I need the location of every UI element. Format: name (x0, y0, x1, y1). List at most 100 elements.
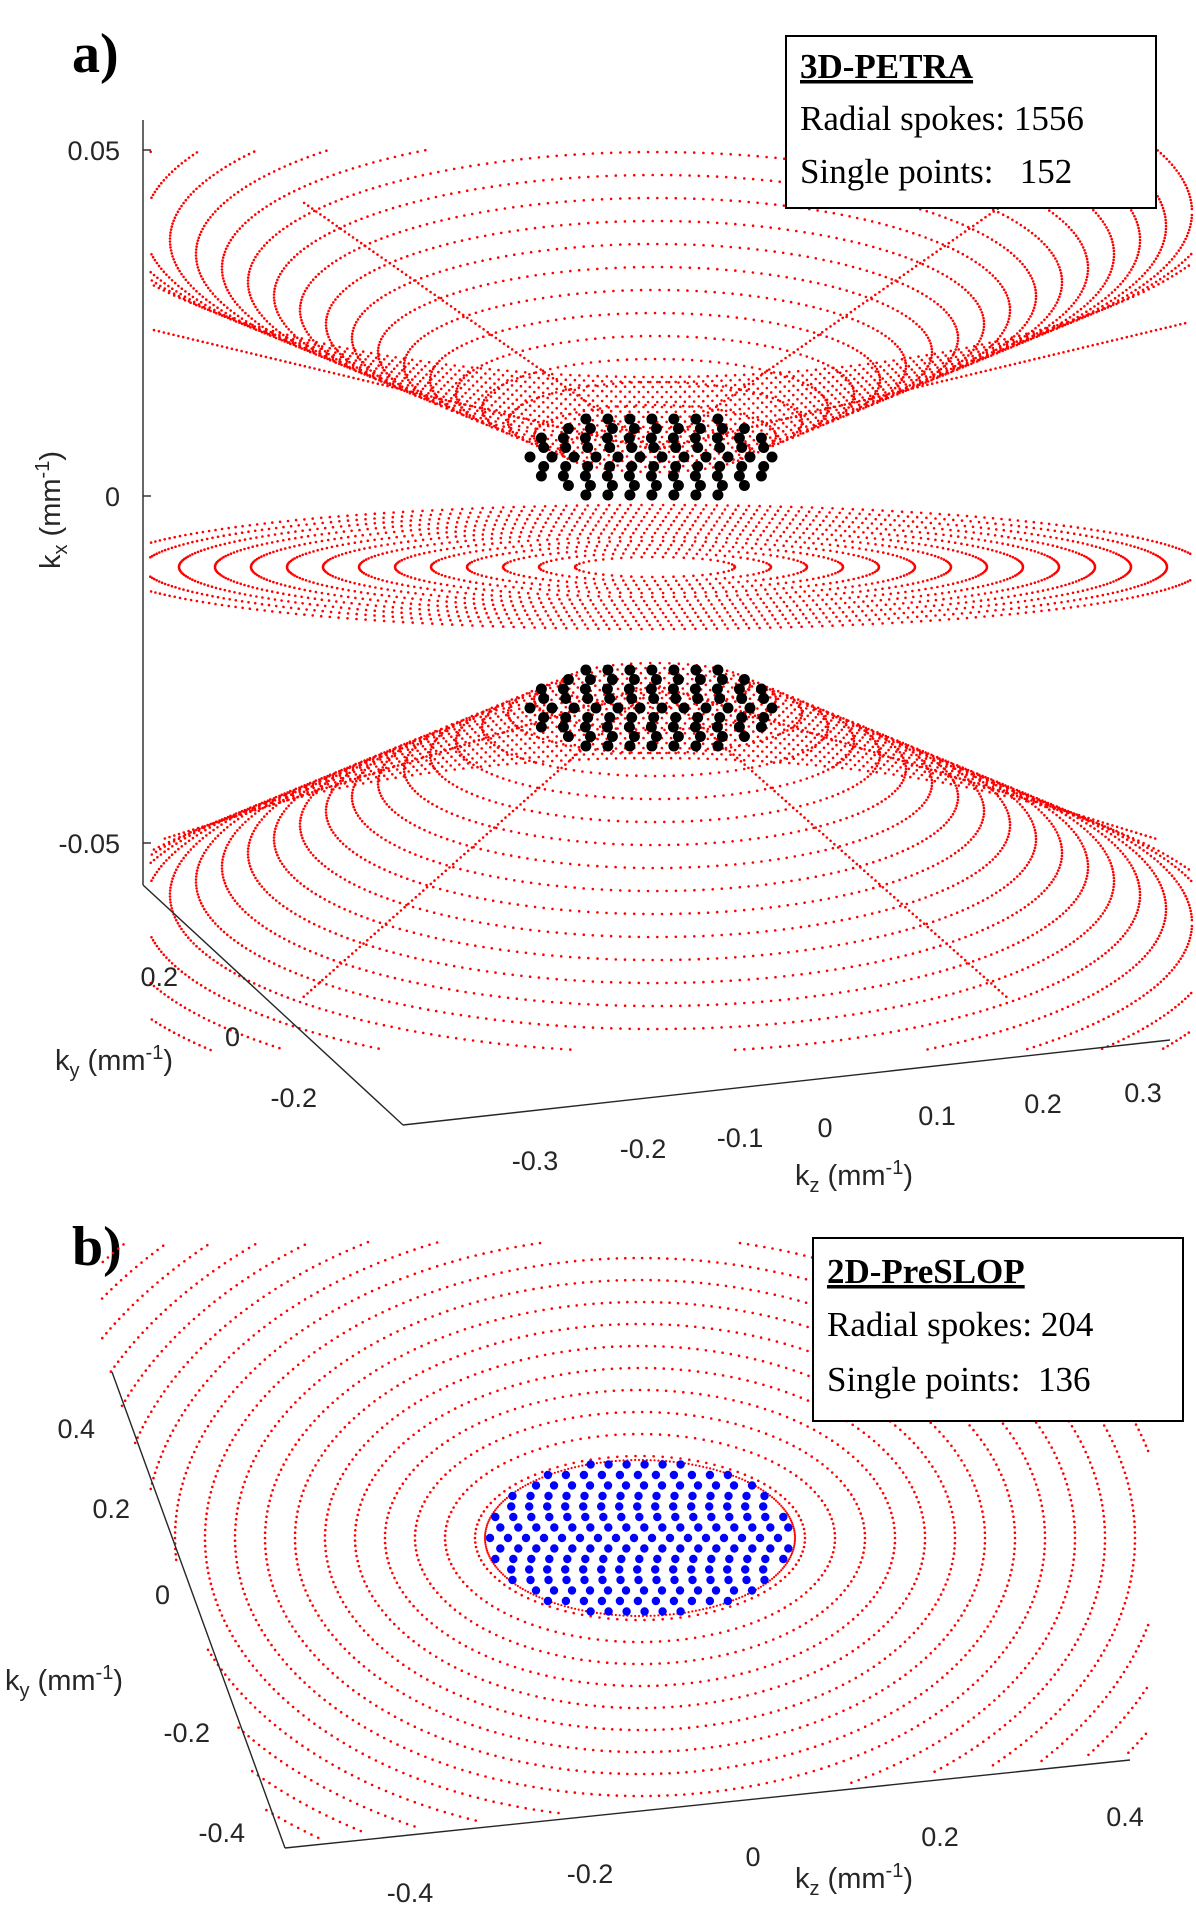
spoke-point (683, 380, 687, 384)
spoke-point (456, 720, 459, 724)
spoke-point (679, 395, 682, 399)
spoke-point (413, 342, 417, 346)
spoke-point (812, 826, 815, 830)
spoke-point (756, 201, 759, 205)
spoke-point (222, 280, 226, 283)
spoke-point (892, 251, 895, 255)
spoke-point (416, 792, 420, 796)
spoke-point (521, 421, 524, 424)
spoke-point (424, 148, 427, 152)
spoke-point (621, 449, 624, 453)
spoke-point (591, 887, 595, 891)
spoke-point (769, 391, 773, 394)
spoke-point (935, 240, 939, 244)
spoke-point (960, 846, 964, 850)
spoke-point (982, 319, 986, 323)
spoke-point (610, 380, 613, 383)
spoke-point (826, 728, 829, 731)
spoke-point (459, 723, 462, 727)
spoke-point (440, 400, 444, 404)
spoke-point (851, 346, 855, 350)
spoke-point (299, 339, 302, 343)
spoke-point (596, 384, 599, 388)
spoke-point (725, 910, 728, 913)
spoke-point (985, 353, 989, 356)
spoke-point (508, 353, 511, 356)
spoke-point (434, 298, 437, 302)
spoke-point (781, 833, 785, 836)
spoke-point (340, 197, 343, 201)
spoke-point (570, 694, 574, 697)
spoke-point (175, 213, 178, 217)
spoke-point (385, 183, 388, 186)
spoke-point (351, 366, 355, 369)
spoke-point (857, 728, 861, 732)
spoke-point (327, 264, 330, 268)
spoke-point (819, 708, 822, 711)
spoke-point (446, 242, 449, 246)
spoke-point (847, 753, 850, 756)
spoke-point (747, 790, 751, 794)
spoke-point (341, 842, 345, 846)
spoke-point (632, 265, 636, 269)
spoke-point (810, 746, 814, 749)
spoke-point (294, 344, 298, 348)
spoke-point (372, 301, 376, 305)
spoke-point (795, 410, 799, 414)
spoke-point (637, 242, 641, 246)
spoke-point (581, 362, 584, 365)
spoke-point (400, 369, 404, 372)
spoke-point (300, 337, 304, 340)
spoke-point (865, 888, 868, 892)
spoke-point (600, 703, 604, 706)
spoke-point (842, 717, 845, 720)
spoke-point (192, 300, 196, 304)
spoke-point (320, 355, 324, 359)
spoke-point (568, 176, 572, 180)
spoke-point (199, 300, 203, 304)
spoke-point (403, 283, 406, 287)
spoke-point (479, 376, 483, 379)
spoke-point (819, 333, 822, 336)
spoke-point (982, 328, 985, 332)
spoke-point (632, 866, 636, 870)
spoke-point (739, 456, 742, 460)
spoke-point (738, 378, 741, 382)
spoke-point (502, 707, 506, 710)
spoke-point (799, 425, 803, 429)
spoke-point (509, 705, 513, 708)
spoke-point (378, 376, 382, 380)
spoke-point (246, 285, 250, 288)
spoke-point (363, 273, 367, 277)
spoke-point (341, 355, 345, 359)
spoke-point (462, 718, 465, 722)
spoke-point (642, 265, 645, 269)
spoke-point (542, 410, 545, 414)
spoke-point (468, 716, 471, 720)
spoke-point (1166, 277, 1169, 281)
spoke-point (885, 249, 889, 253)
spoke-point (816, 850, 820, 853)
spoke-point (773, 701, 777, 704)
spoke-point (1060, 277, 1064, 281)
spoke-point (648, 426, 652, 430)
spoke-point (743, 412, 746, 415)
spoke-point (792, 384, 795, 388)
spoke-point (520, 412, 524, 416)
spoke-point (438, 729, 442, 733)
spoke-point (439, 727, 443, 731)
spoke-point (623, 385, 627, 389)
spoke-point (644, 403, 647, 407)
spoke-point (621, 672, 624, 676)
spoke-point (902, 353, 905, 357)
spoke-point (491, 233, 495, 236)
spoke-point (254, 305, 257, 309)
spoke-point (614, 266, 617, 270)
spoke-point (1177, 249, 1181, 252)
spoke-point (432, 731, 435, 735)
spoke-point (351, 329, 355, 333)
spoke-point (600, 888, 604, 891)
spoke-point (764, 249, 768, 252)
spoke-point (646, 701, 650, 705)
spoke-point (801, 751, 805, 754)
